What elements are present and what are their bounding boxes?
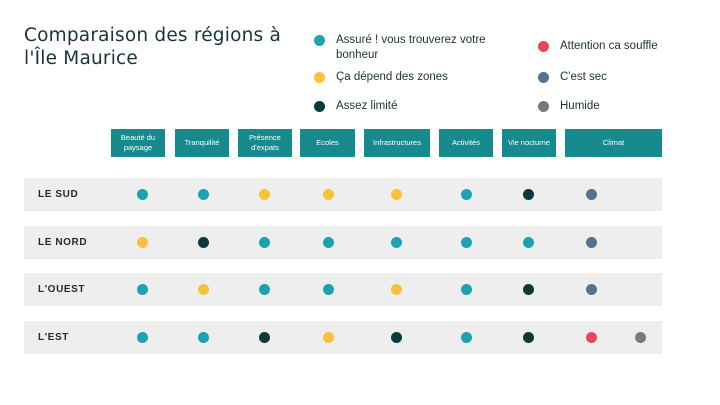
rating-limite-icon — [390, 332, 402, 343]
rating-depend-icon — [390, 189, 402, 200]
rating-assure-icon — [258, 284, 270, 295]
legend-dot-icon — [314, 72, 325, 83]
column-header-tranquilite: Tranquilité — [175, 129, 229, 157]
column-header-expats: Présence d'expats — [238, 129, 292, 157]
legend-label: Assuré ! vous trouverez votre bonheur — [336, 34, 486, 61]
rating-depend-icon — [136, 237, 148, 248]
rating-assure-icon — [322, 284, 334, 295]
table-row: L'EST — [24, 321, 662, 354]
rating-assure-icon — [322, 237, 334, 248]
table-row: LE NORD — [24, 226, 662, 259]
rating-depend-icon — [197, 284, 209, 295]
rating-sec-icon — [585, 189, 597, 200]
rating-assure-icon — [460, 332, 472, 343]
rating-assure-icon — [460, 237, 472, 248]
rating-depend-icon — [322, 189, 334, 200]
rating-assure-icon — [522, 237, 534, 248]
column-header-activites: Activités — [439, 129, 493, 157]
legend-item-limite: Assez limité — [314, 99, 509, 114]
rating-assure-icon — [390, 237, 402, 248]
row-label: LE NORD — [38, 237, 88, 248]
rating-limite-icon — [522, 189, 534, 200]
rating-assure-icon — [258, 237, 270, 248]
rating-sec-icon — [585, 284, 597, 295]
legend-dot-icon — [538, 101, 549, 112]
rating-depend-icon — [390, 284, 402, 295]
legend-item-humide: Humide — [538, 99, 688, 114]
rating-depend-icon — [322, 332, 334, 343]
legend-label: Assez limité — [336, 100, 398, 112]
table-row: L'OUEST — [24, 273, 662, 306]
legend-dot-icon — [314, 101, 325, 112]
legend-label: C'est sec — [560, 71, 607, 83]
rating-assure-icon — [136, 189, 148, 200]
column-header-climat: Climat — [565, 129, 662, 157]
legend-label: Attention ca souffle — [560, 40, 658, 52]
rating-assure-icon — [197, 189, 209, 200]
rating-humide-icon — [634, 332, 646, 343]
rating-assure-icon — [136, 332, 148, 343]
legend-label: Ça dépend des zones — [336, 71, 448, 83]
rating-limite-icon — [258, 332, 270, 343]
rating-assure-icon — [460, 189, 472, 200]
legend-item-attention: Attention ca souffle — [538, 39, 688, 54]
page-title: Comparaison des régions à l'Île Maurice — [24, 25, 281, 69]
rating-attention-icon — [585, 332, 597, 343]
legend-item-assure: Assuré ! vous trouverez votre bonheur — [314, 33, 509, 63]
legend-dot-icon — [538, 72, 549, 83]
rating-limite-icon — [197, 237, 209, 248]
rating-assure-icon — [460, 284, 472, 295]
row-label: L'OUEST — [38, 284, 86, 295]
rating-depend-icon — [258, 189, 270, 200]
column-header-paysage: Beauté du paysage — [111, 129, 165, 157]
row-label: LE SUD — [38, 189, 79, 200]
column-header-vie-nocturne: Vie nocturne — [502, 129, 556, 157]
rating-limite-icon — [522, 284, 534, 295]
column-header-infrastructures: Infrastructures — [364, 129, 430, 157]
legend-item-sec: C'est sec — [538, 70, 688, 85]
column-header-ecoles: Ecoles — [300, 129, 355, 157]
rating-sec-icon — [585, 237, 597, 248]
rating-limite-icon — [522, 332, 534, 343]
rating-assure-icon — [197, 332, 209, 343]
legend-dot-icon — [538, 41, 549, 52]
legend-dot-icon — [314, 35, 325, 46]
legend-item-depend: Ça dépend des zones — [314, 70, 509, 85]
legend-label: Humide — [560, 100, 600, 112]
table-row: LE SUD — [24, 178, 662, 211]
row-label: L'EST — [38, 332, 69, 343]
rating-assure-icon — [136, 284, 148, 295]
